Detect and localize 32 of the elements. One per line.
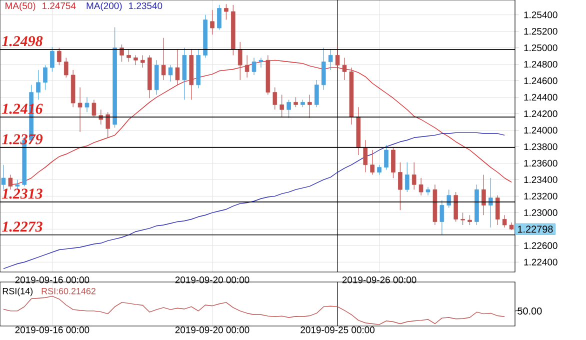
y-tick-label: 1.22400 <box>524 258 558 266</box>
y-tick-label: 1.23200 <box>524 192 558 200</box>
y-tick-label: 1.25200 <box>524 28 558 35</box>
y-tick-label: 1.23000 <box>524 209 558 216</box>
ref-line-label: 1.2313 <box>2 188 42 199</box>
chart-title: RSI(14) <box>2 288 33 296</box>
ref-line-label: 1.2273 <box>2 222 42 232</box>
text: 50.00 <box>518 308 542 315</box>
y-tick-label: 1.23400 <box>524 176 558 184</box>
y-tick-label: 1.23600 <box>524 160 558 167</box>
x-tick-label: 2019-09-20 00:00 <box>175 276 250 284</box>
annotation: 1.24754 <box>42 2 76 10</box>
ref-line-label: 1.2498 <box>2 36 43 46</box>
y-tick-label: 1.24200 <box>524 110 558 118</box>
y-tick-label: 1.24600 <box>524 77 558 84</box>
x-tick-label: 2019-09-26 00:00 <box>342 276 416 284</box>
text: MA(200) <box>86 2 122 12</box>
y-tick-label: 1.24400 <box>524 94 558 101</box>
x-tick-label: 2019-09-16 00:00 <box>15 276 90 284</box>
y-tick-label: 1.24000 <box>524 126 558 134</box>
annotation: 1.23540 <box>129 2 162 10</box>
y-tick-label: 1.23800 <box>524 143 558 150</box>
y-tick-label: 1.25000 <box>524 44 558 52</box>
text: RSI:60.21462 <box>42 288 96 294</box>
y-tick-label: 1.25400 <box>524 11 558 18</box>
x-tick-label: 2019-09-16 00:00 <box>15 326 90 334</box>
y-tick-label: 1.22600 <box>524 242 558 249</box>
text: 1.22798 <box>518 226 553 233</box>
x-tick-label: 2019-09-25 00:00 <box>300 326 374 334</box>
x-tick-label: 2019-09-20 00:00 <box>175 326 250 334</box>
y-tick-label: 1.24800 <box>524 60 558 68</box>
text: MA(50) <box>6 2 36 12</box>
